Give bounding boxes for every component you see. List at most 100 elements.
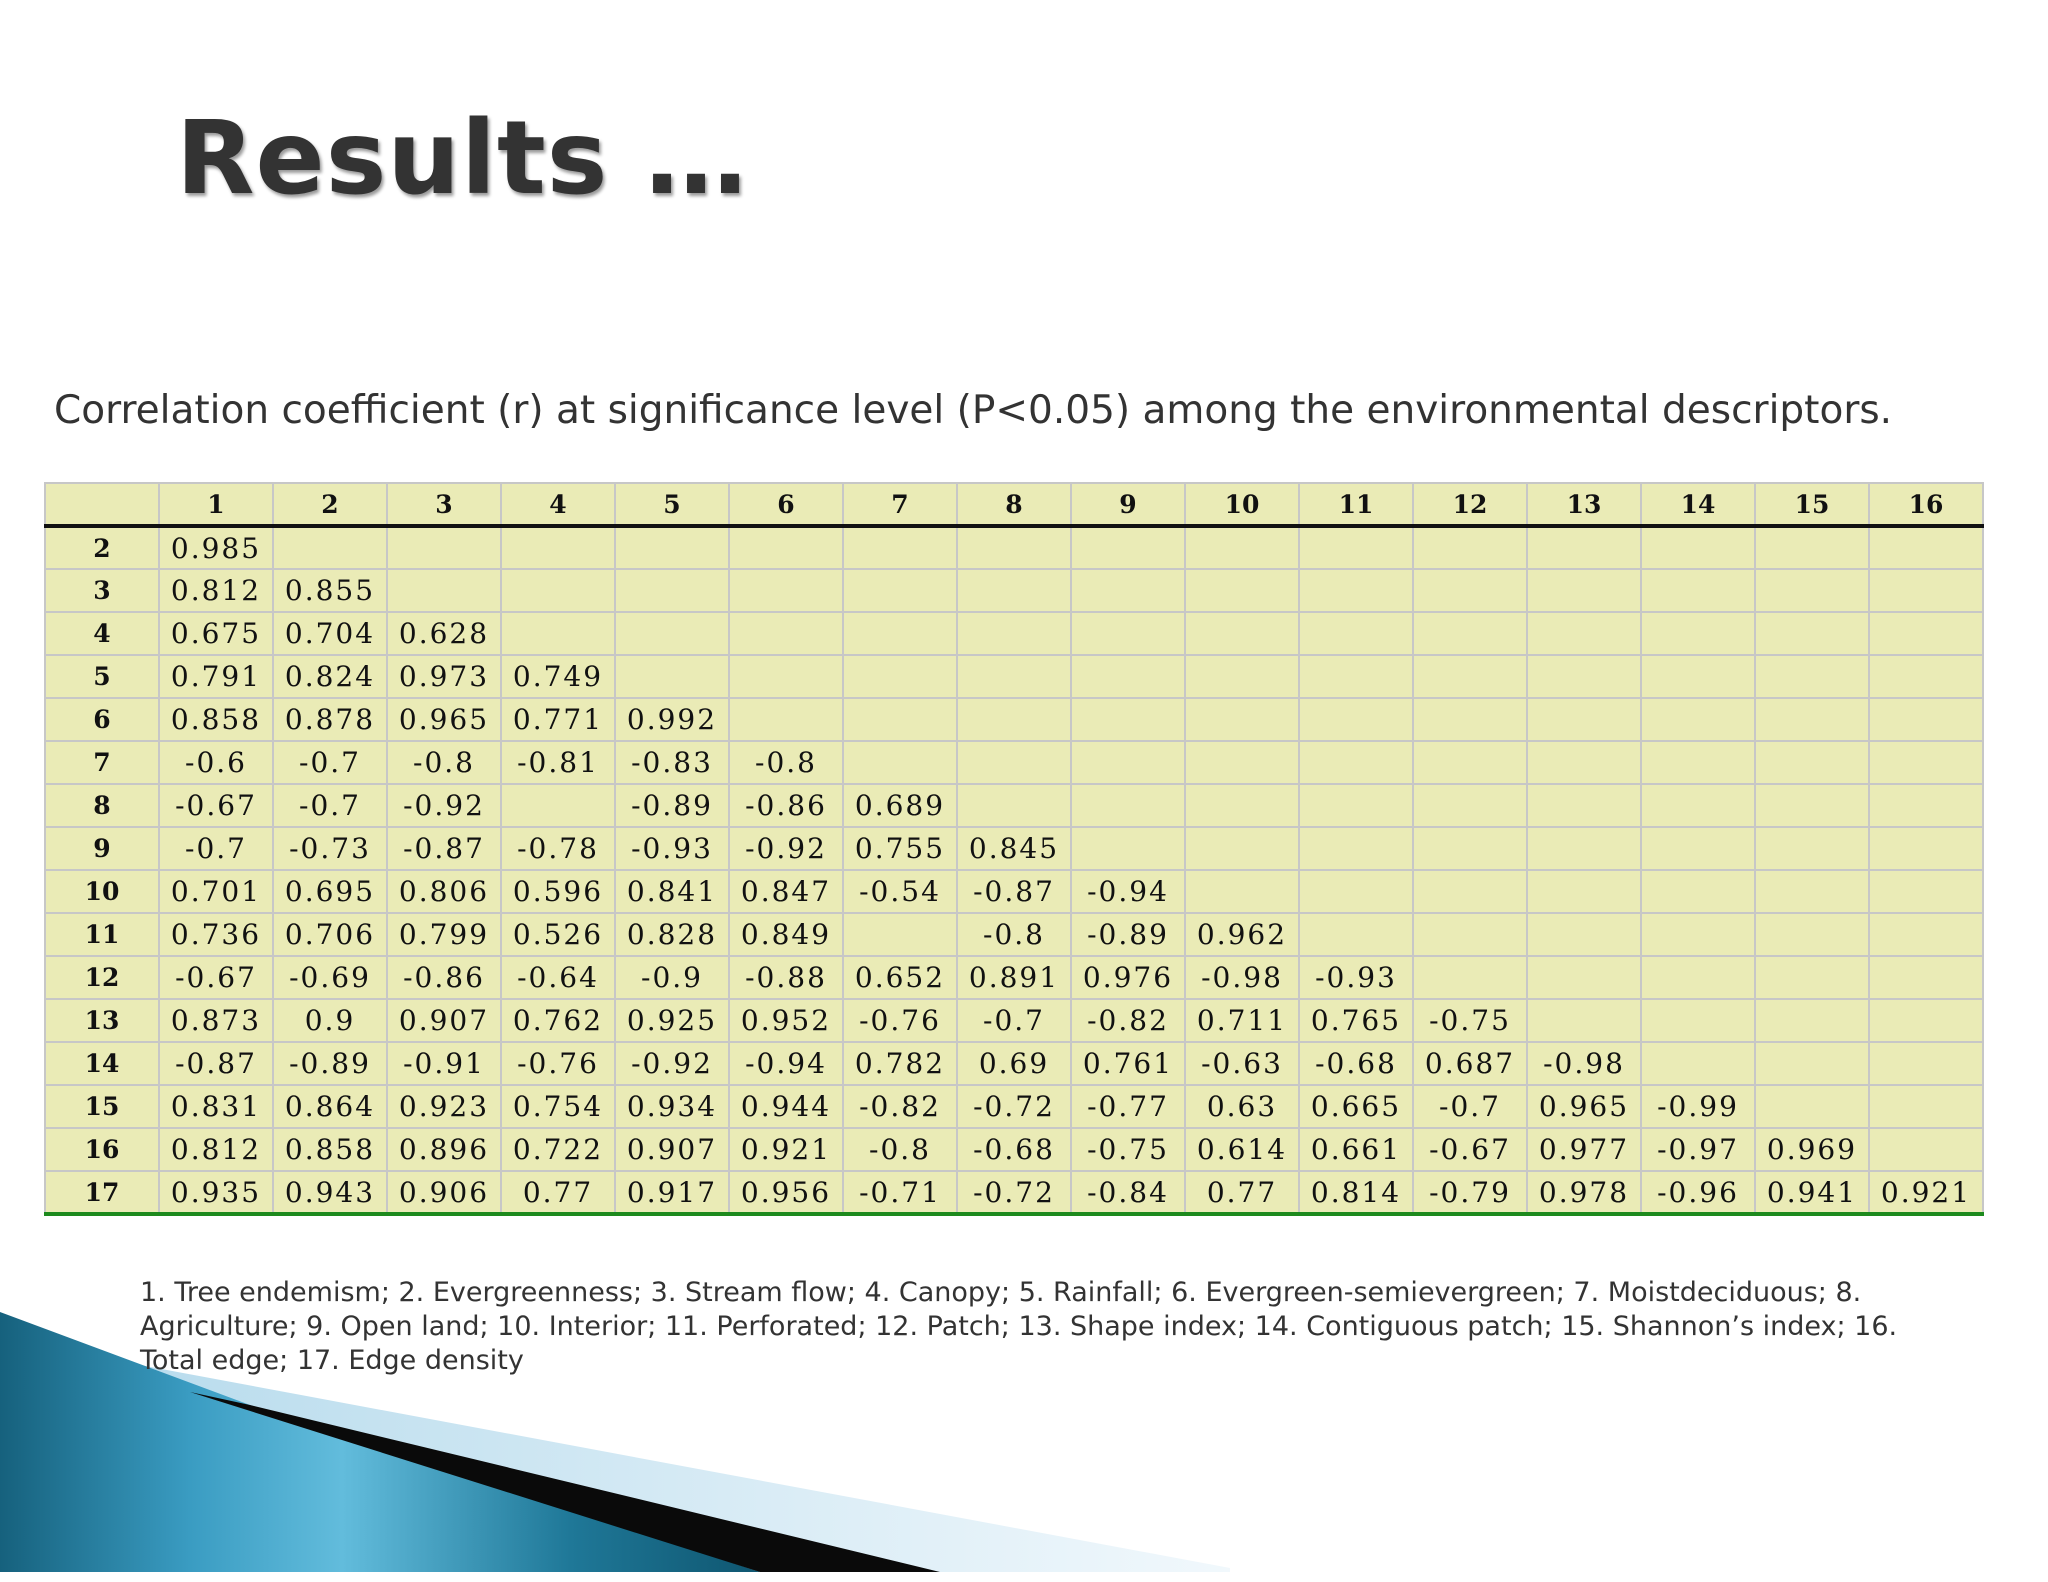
table-cell: -0.94	[1070, 869, 1186, 914]
table-cell	[1412, 568, 1528, 613]
table-cell: -0.98	[1184, 955, 1300, 1000]
table-cell	[1412, 955, 1528, 1000]
column-header: 11	[1298, 482, 1414, 528]
table-cell	[956, 697, 1072, 742]
table-cell	[386, 568, 502, 613]
table-cell	[1868, 1041, 1984, 1086]
table-cell: 0.761	[1070, 1041, 1186, 1086]
table-cell: 0.526	[500, 912, 616, 957]
table-cell	[1640, 1041, 1756, 1086]
table-cell	[1640, 783, 1756, 828]
column-header: 8	[956, 482, 1072, 528]
table-cell: 0.628	[386, 611, 502, 656]
table-cell: 0.992	[614, 697, 730, 742]
table-cell: -0.8	[386, 740, 502, 785]
table-cell: -0.98	[1526, 1041, 1642, 1086]
table-cell: 0.665	[1298, 1084, 1414, 1129]
table-cell: 0.907	[386, 998, 502, 1043]
table-cell: 0.77	[1184, 1170, 1300, 1216]
table-cell	[1526, 869, 1642, 914]
table-cell	[1868, 955, 1984, 1000]
table-cell	[842, 740, 958, 785]
table-cell: -0.7	[1412, 1084, 1528, 1129]
table-cell: -0.69	[272, 955, 388, 1000]
table-cell	[1184, 697, 1300, 742]
column-header: 6	[728, 482, 844, 528]
table-cell: 0.754	[500, 1084, 616, 1129]
table-cell	[1298, 611, 1414, 656]
table-cell: 0.878	[272, 697, 388, 742]
table-cell: 0.944	[728, 1084, 844, 1129]
table-cell	[614, 568, 730, 613]
table-cell: 0.791	[158, 654, 274, 699]
table-cell: -0.7	[956, 998, 1072, 1043]
table-cell	[1298, 783, 1414, 828]
table-cell	[386, 525, 502, 570]
table-cell	[1640, 740, 1756, 785]
table-cell: -0.9	[614, 955, 730, 1000]
table-cell	[1868, 525, 1984, 570]
table-cell	[1754, 697, 1870, 742]
table-cell: -0.8	[728, 740, 844, 785]
table-cell	[1184, 568, 1300, 613]
table-row: 6 0.858 0.878 0.965 0.771 0.992	[44, 697, 1984, 742]
table-cell: -0.72	[956, 1170, 1072, 1216]
table-cell: 0.935	[158, 1170, 274, 1216]
table-cell: -0.71	[842, 1170, 958, 1216]
table-cell: -0.81	[500, 740, 616, 785]
table-cell: 0.661	[1298, 1127, 1414, 1172]
table-cell: -0.97	[1640, 1127, 1756, 1172]
table-cell	[1754, 1084, 1870, 1129]
table-cell	[1070, 568, 1186, 613]
table-cell: -0.7	[158, 826, 274, 871]
table-row: 7 -0.6 -0.7 -0.8 -0.81 -0.83 -0.8	[44, 740, 1984, 785]
table-cell	[1868, 568, 1984, 613]
table-cell	[1868, 1127, 1984, 1172]
table-cell: 0.873	[158, 998, 274, 1043]
table-cell: 0.864	[272, 1084, 388, 1129]
table-cell	[1412, 697, 1528, 742]
table-cell: -0.86	[386, 955, 502, 1000]
table-cell	[1754, 1041, 1870, 1086]
table-cell	[1640, 826, 1756, 871]
table-row: 2 0.985	[44, 525, 1984, 570]
table-cell	[1754, 912, 1870, 957]
row-header: 5	[44, 654, 160, 699]
table-cell	[1640, 998, 1756, 1043]
table-cell: 0.711	[1184, 998, 1300, 1043]
table-row: 17 0.935 0.943 0.906 0.77 0.917 0.956 -0.71 -0.7…	[44, 1170, 1984, 1216]
table-cell: -0.63	[1184, 1041, 1300, 1086]
table-cell: -0.92	[614, 1041, 730, 1086]
table-cell	[1526, 826, 1642, 871]
table-cell	[1184, 740, 1300, 785]
table-cell	[1298, 654, 1414, 699]
table-cell: -0.64	[500, 955, 616, 1000]
table-row: 4 0.675 0.704 0.628	[44, 611, 1984, 656]
table-cell	[842, 611, 958, 656]
table-cell: 0.771	[500, 697, 616, 742]
table-cell	[1184, 525, 1300, 570]
table-cell	[500, 611, 616, 656]
table-cell: 0.925	[614, 998, 730, 1043]
table-cell: 0.765	[1298, 998, 1414, 1043]
table-cell: 0.962	[1184, 912, 1300, 957]
table-row: 8 -0.67 -0.7 -0.92 -0.89 -0.86 0.689	[44, 783, 1984, 828]
table-cell: 0.701	[158, 869, 274, 914]
table-cell: 0.921	[1868, 1170, 1984, 1216]
table-cell	[1640, 912, 1756, 957]
table-cell: -0.67	[158, 955, 274, 1000]
table-cell: -0.67	[158, 783, 274, 828]
table-cell	[728, 525, 844, 570]
table-cell	[956, 611, 1072, 656]
table-cell	[1412, 654, 1528, 699]
table-cell: -0.86	[728, 783, 844, 828]
table-cell: -0.67	[1412, 1127, 1528, 1172]
table-cell: -0.87	[158, 1041, 274, 1086]
swoosh-blue-band	[0, 1312, 760, 1572]
row-header: 11	[44, 912, 160, 957]
table-cell: -0.91	[386, 1041, 502, 1086]
table-cell	[1754, 525, 1870, 570]
column-header: 14	[1640, 482, 1756, 528]
row-header: 10	[44, 869, 160, 914]
table-cell: -0.82	[842, 1084, 958, 1129]
